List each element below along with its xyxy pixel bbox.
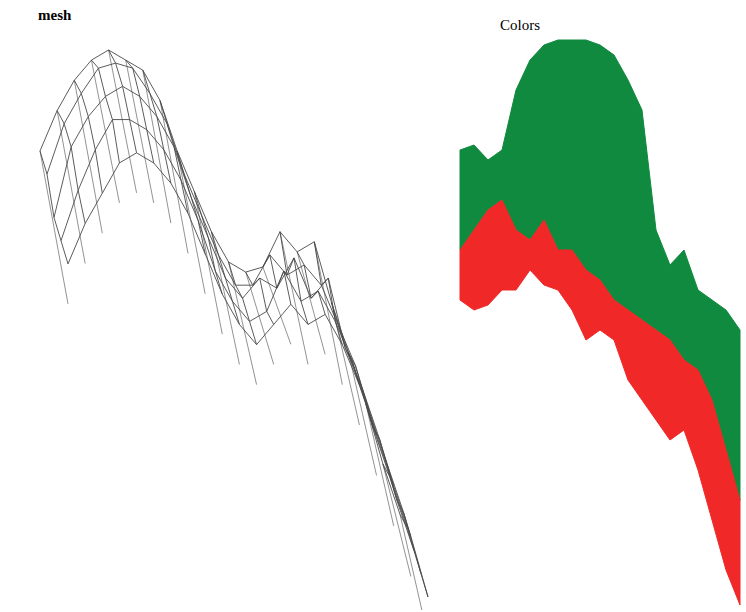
mesh-row [54,86,414,550]
mesh-column [40,151,68,264]
mesh-wall [74,80,102,233]
mesh-wall [280,232,308,365]
mesh-wall [57,111,85,264]
mesh-wall [177,151,205,294]
mesh-wall [91,60,119,203]
mesh-column [383,464,411,537]
mesh-wall [400,514,428,610]
mesh-column [211,232,239,325]
mesh-wall [383,464,411,577]
mesh-row [47,63,407,527]
mesh-column [331,302,359,385]
mesh-wall [211,232,239,365]
mesh-column [160,100,188,213]
mesh-column [194,191,222,294]
mesh-column [57,111,85,224]
mesh-wall [366,403,394,526]
mesh-column [280,232,308,325]
mesh-wall [297,252,325,354]
mesh-plot [40,50,428,610]
mesh-column [246,272,274,324]
mesh-row [40,50,400,514]
mesh-wall [229,262,257,385]
mesh-wall [126,60,154,203]
mesh-column [400,514,428,597]
mesh-column [366,403,394,486]
area [460,200,740,605]
mesh-wall [160,100,188,253]
mesh-column [143,70,171,183]
mesh-column [349,353,377,436]
mesh-wall [40,151,68,304]
panel-title: Colors [500,17,540,33]
mesh-row [61,120,421,574]
mesh-wall [109,50,137,193]
mesh-column [74,80,102,193]
area-plot [460,40,740,605]
mesh-column [109,50,137,153]
mesh-column [91,60,119,163]
mesh-wall [143,70,171,223]
mesh-row [68,153,428,597]
mesh-wall [263,267,291,344]
mesh-wall [331,302,359,425]
mesh-wall [349,353,377,476]
mesh-column [126,60,154,163]
mesh-column [177,151,205,254]
figure: mesh Colors [0,0,746,612]
mesh-wall [314,242,342,385]
panel-title: mesh [38,7,72,23]
